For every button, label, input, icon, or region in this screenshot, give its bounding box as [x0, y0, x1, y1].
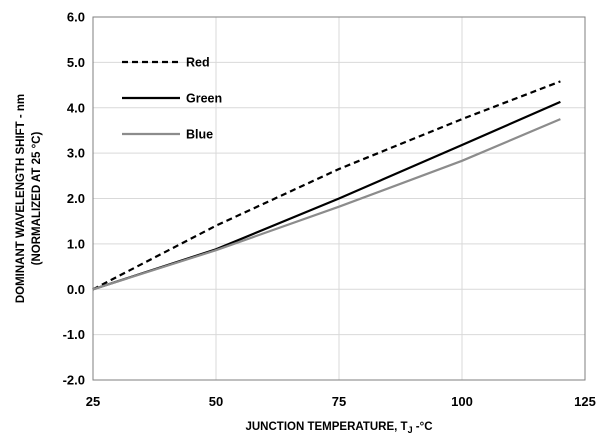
- x-axis-title: JUNCTION TEMPERATURE, TJ -°C: [245, 421, 432, 435]
- series-lines: [92, 80, 561, 291]
- y-tick-label: 2.0: [67, 191, 85, 206]
- legend: Red Green Blue: [122, 56, 222, 142]
- x-tick-label: 25: [86, 394, 100, 409]
- x-tick-label: 50: [209, 394, 223, 409]
- x-tick-label: 100: [451, 394, 473, 409]
- legend-label-blue: Blue: [186, 128, 213, 142]
- y-tick-label: -1.0: [63, 327, 85, 342]
- legend-label-green: Green: [186, 92, 222, 106]
- y-axis-subtitle: (NORMALIZED AT 25 °C): [31, 132, 43, 266]
- x-tick-label: 75: [332, 394, 346, 409]
- y-axis-title: DOMINANT WAVELENGTH SHIFT - nm: [15, 94, 27, 303]
- series-line-green: [92, 100, 561, 291]
- x-axis-title-main: JUNCTION TEMPERATURE, T: [245, 421, 407, 433]
- y-tick-label: 5.0: [67, 55, 85, 70]
- y-axis-ticks: -2.0 -1.0 0.0 1.0 2.0 3.0 4.0 5.0 6.0: [63, 10, 85, 388]
- y-tick-label: 6.0: [67, 10, 85, 25]
- series-line-blue: [92, 118, 561, 291]
- y-tick-label: 1.0: [67, 236, 85, 251]
- x-axis-title-subscript: J: [408, 425, 413, 435]
- x-axis-title-unit: -°C: [413, 421, 433, 433]
- x-axis-ticks: 25 50 75 100 125: [86, 394, 596, 409]
- legend-label-red: Red: [186, 56, 210, 70]
- y-tick-label: -2.0: [63, 373, 85, 388]
- plot-frame: [92, 16, 586, 381]
- x-tick-label: 125: [574, 394, 596, 409]
- series-line-red: [92, 80, 561, 291]
- y-tick-label: 3.0: [67, 146, 85, 161]
- y-tick-label: 4.0: [67, 100, 85, 115]
- y-tick-label: 0.0: [67, 282, 85, 297]
